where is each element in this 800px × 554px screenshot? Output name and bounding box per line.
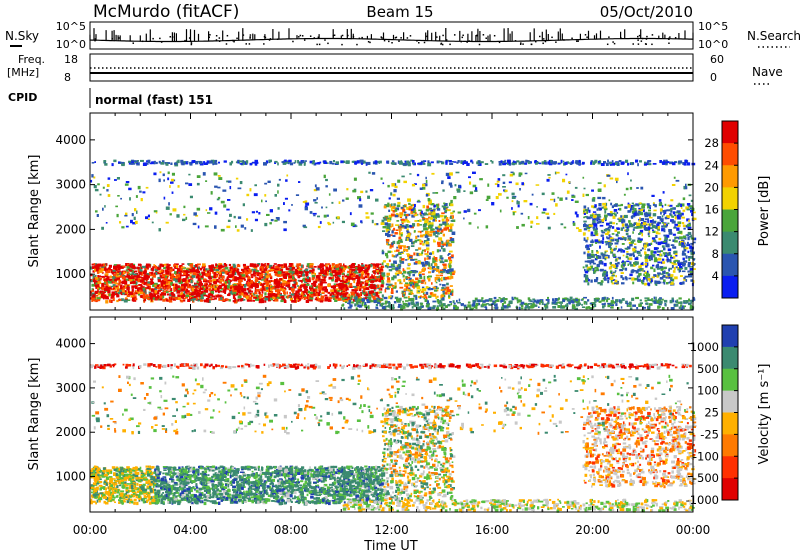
x-tick-label: 16:00: [475, 523, 510, 537]
colorbar-tick-label: 8: [712, 247, 719, 261]
x-axis: 00:00 04:00 08:00 12:00 16:00 20:00 00:00: [73, 113, 711, 537]
velocity-colorbar: 1000 500 100 25 -25 -100 -500 -1000: [686, 324, 739, 507]
y-tick-label: 2000: [55, 425, 86, 439]
freq-tick-bottom: 8: [64, 71, 71, 84]
y-tick-label: 3000: [55, 178, 86, 192]
colorbar-segment: [722, 253, 738, 277]
colorbar-tick-label: 1000: [690, 340, 719, 354]
x-tick-label: 08:00: [274, 523, 309, 537]
beam-title: Beam 15: [366, 3, 433, 21]
freq-panel: Freq. [MHz] 18 8 Nave 60 0: [7, 53, 783, 85]
power-ylabel: Slant Range [km]: [27, 155, 42, 268]
x-tick-label: 04:00: [173, 523, 208, 537]
colorbar-tick-label: -500: [693, 471, 719, 485]
colorbar-segment: [722, 143, 738, 166]
freq-tick-top: 18: [64, 53, 78, 66]
freq-label: Freq.: [18, 53, 45, 66]
power-colorbar-label: Power [dB]: [757, 176, 772, 247]
velocity-ylabel: Slant Range [km]: [27, 358, 42, 471]
nave-label: Nave: [752, 65, 783, 79]
nsky-series: [89, 28, 694, 46]
colorbar-tick-label: 12: [704, 225, 719, 239]
colorbar-tick-label: 16: [704, 203, 719, 217]
colorbar-tick-label: 500: [697, 362, 719, 376]
colorbar-segment: [722, 390, 738, 413]
colorbar-segment: [722, 325, 738, 348]
x-tick-label: 00:00: [73, 523, 108, 537]
velocity-panel: 4000 3000 2000 1000 Slant Range [km] 1000 50…: [27, 316, 772, 513]
colorbar-tick-label: 20: [704, 180, 719, 194]
power-panel: 4000 3000 2000 1000 Slant Range [km] 28 24 20…: [27, 112, 772, 311]
colorbar-tick-label: -100: [693, 449, 719, 463]
colorbar-tick-label: 28: [704, 136, 719, 150]
station-title: McMurdo (fitACF): [93, 2, 239, 22]
colorbar-tick-label: 4: [712, 269, 719, 283]
cpid-value: normal (fast) 151: [95, 93, 213, 107]
y-tick-label: 4000: [55, 337, 86, 351]
colorbar-segment: [722, 187, 738, 210]
x-axis-label: Time UT: [363, 539, 417, 554]
velocity-y-ticks: 4000 3000 2000 1000: [55, 337, 693, 484]
nave-tick-bottom: 0: [710, 71, 717, 84]
power-y-ticks: 4000 3000 2000 1000: [55, 133, 693, 281]
y-tick-label: 3000: [55, 381, 86, 395]
colorbar-tick-label: 24: [704, 158, 719, 172]
colorbar-segment: [722, 346, 738, 370]
y-tick-label: 4000: [55, 133, 86, 147]
x-tick-label: 12:00: [374, 523, 409, 537]
colorbar-segment: [722, 231, 738, 255]
y-tick-label: 2000: [55, 222, 86, 236]
power-colorbar: 28 24 20 16 12 8 4: [704, 120, 739, 299]
y-tick-label: 1000: [55, 267, 86, 281]
colorbar-segment: [722, 368, 738, 392]
colorbar-segment: [722, 412, 738, 435]
nsearch-tick-top: 10^5: [698, 20, 728, 33]
colorbar-segment: [722, 478, 738, 501]
colorbar-segment: [722, 456, 738, 479]
nsky-label: N.Sky: [5, 29, 39, 43]
nsky-tick-top: 10^5: [56, 20, 86, 33]
velocity-colorbar-label: Velocity [m s⁻¹]: [757, 364, 772, 465]
colorbar-tick-label: -1000: [686, 493, 719, 507]
nsearch-tick-bottom: 10^0: [698, 38, 728, 51]
x-tick-label: 20:00: [575, 523, 610, 537]
nsky-tick-bottom: 10^0: [56, 38, 86, 51]
nsearch-label: N.Search: [747, 29, 800, 43]
colorbar-segment: [722, 121, 738, 144]
colorbar-segment: [722, 209, 738, 233]
nave-tick-top: 60: [710, 53, 724, 66]
colorbar-tick-label: -25: [700, 427, 719, 441]
cpid-label: CPID: [8, 91, 37, 104]
date-title: 05/Oct/2010: [600, 3, 693, 21]
y-tick-label: 1000: [55, 470, 86, 484]
nsky-panel: N.Sky 10^5 10^0 N.Search 10^5 10^0: [5, 20, 800, 51]
x-tick-label: 00:00: [676, 523, 711, 537]
colorbar-tick-label: 25: [704, 406, 719, 420]
colorbar-segment: [722, 165, 738, 188]
colorbar-segment: [722, 275, 738, 299]
freq-unit: [MHz]: [7, 66, 39, 79]
colorbar-segment: [722, 434, 738, 457]
colorbar-tick-label: 100: [697, 384, 719, 398]
